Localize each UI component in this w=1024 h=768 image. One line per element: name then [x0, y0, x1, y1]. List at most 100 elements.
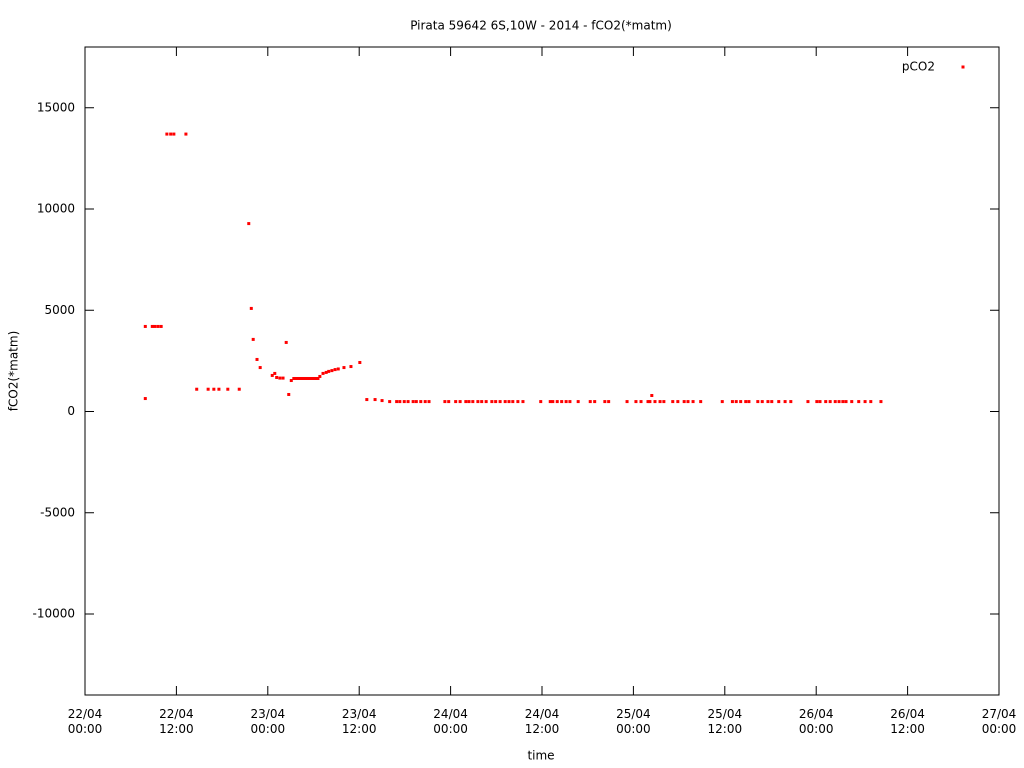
point [258, 366, 262, 370]
point [603, 400, 607, 404]
point [226, 387, 230, 391]
point [699, 400, 703, 404]
point [150, 324, 154, 328]
point [588, 400, 592, 404]
point [648, 400, 652, 404]
point [195, 387, 199, 391]
point [217, 387, 221, 391]
point [281, 376, 285, 380]
point [551, 400, 555, 404]
point [159, 324, 163, 328]
y-tick-label: 10000 [37, 202, 75, 216]
point [498, 400, 502, 404]
point [568, 400, 572, 404]
point [402, 400, 406, 404]
point [443, 400, 447, 404]
point [316, 376, 320, 380]
point [308, 376, 312, 380]
point [869, 400, 873, 404]
x-tick-label: 25/04 12:00 [707, 707, 743, 736]
point [294, 376, 298, 380]
x-tick-label: 27/04 00:00 [981, 707, 1017, 736]
point [576, 400, 580, 404]
point [336, 367, 340, 371]
point [324, 370, 328, 374]
point [833, 400, 837, 404]
y-tick-label: -10000 [32, 607, 75, 621]
y-axis-label: fCO2(*matm) [7, 331, 21, 411]
point [300, 376, 304, 380]
point [289, 379, 293, 383]
point [734, 400, 738, 404]
point [467, 400, 471, 404]
point [321, 371, 325, 375]
point [419, 400, 423, 404]
point [273, 371, 277, 375]
point [314, 376, 318, 380]
point [639, 400, 643, 404]
point [165, 132, 169, 136]
legend-marker [961, 65, 965, 69]
point [806, 400, 810, 404]
point [237, 387, 241, 391]
point [454, 400, 458, 404]
point [837, 400, 841, 404]
y-tick-label: -5000 [40, 505, 75, 519]
x-tick-label: 25/04 00:00 [616, 707, 651, 736]
point [564, 400, 568, 404]
point [464, 400, 468, 404]
x-tick-label: 22/04 12:00 [159, 707, 194, 736]
point [676, 400, 680, 404]
point [747, 400, 751, 404]
point [777, 400, 781, 404]
point [720, 400, 724, 404]
point [296, 376, 300, 380]
point [634, 400, 638, 404]
point [298, 376, 302, 380]
point [671, 400, 675, 404]
legend-label: pCO2 [902, 60, 935, 74]
point [607, 400, 611, 404]
point [815, 400, 819, 404]
point [169, 132, 173, 136]
x-tick-label: 24/04 00:00 [433, 707, 468, 736]
point [730, 400, 734, 404]
point [824, 400, 828, 404]
point [270, 373, 274, 377]
point [302, 376, 306, 380]
point [398, 400, 402, 404]
point [156, 324, 160, 328]
point [653, 400, 657, 404]
point [423, 400, 427, 404]
point [327, 369, 331, 373]
point [879, 400, 883, 404]
point [333, 368, 337, 372]
point [427, 400, 431, 404]
point [395, 400, 399, 404]
point [447, 400, 451, 404]
x-tick-label: 26/04 12:00 [890, 707, 925, 736]
point [521, 400, 525, 404]
point [539, 400, 543, 404]
point [365, 398, 369, 402]
point [373, 398, 377, 402]
point [507, 400, 511, 404]
y-tick-label: 15000 [37, 100, 75, 114]
point [560, 400, 564, 404]
point [380, 399, 384, 403]
point [494, 400, 498, 404]
point [251, 337, 255, 341]
x-tick-label: 23/04 00:00 [250, 707, 286, 736]
point [511, 400, 515, 404]
point [275, 375, 279, 379]
point [555, 400, 559, 404]
x-tick-label: 24/04 12:00 [524, 707, 560, 736]
point [304, 376, 308, 380]
point [471, 400, 475, 404]
y-tick-label: 0 [67, 404, 75, 418]
point [828, 400, 832, 404]
point [625, 400, 629, 404]
point [358, 360, 362, 364]
point [548, 400, 552, 404]
